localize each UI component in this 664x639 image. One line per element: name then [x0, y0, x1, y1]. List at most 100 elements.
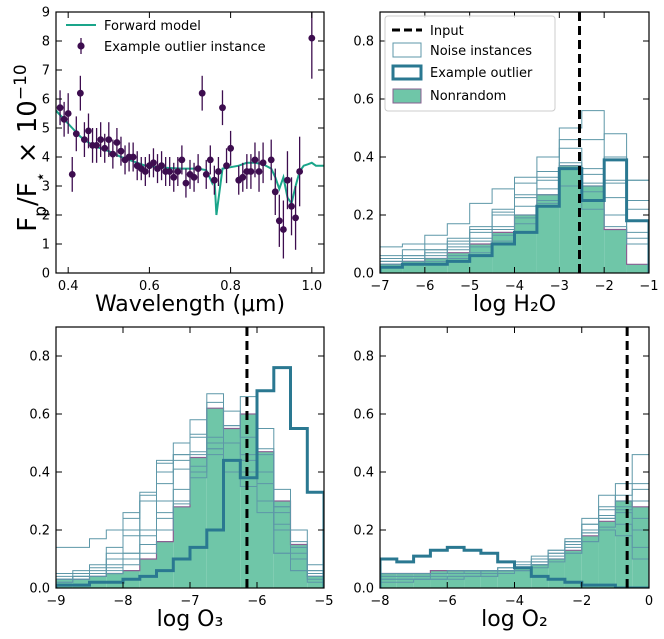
nonrandom-bar: [206, 408, 224, 588]
nonrandom-bar: [581, 186, 605, 273]
nonrandom-bar: [514, 567, 532, 588]
outlier-point: [141, 168, 149, 175]
panel2-xtick-label: −7: [370, 279, 389, 294]
nonrandom-bar: [380, 573, 397, 588]
panel1-axes: 0.4 0.6 0.8 1.0 0 1 2 3 4 5 6 7 8 9 Wavelength (μm) For…: [42, 6, 325, 317]
panel1-ytick-label: 8: [42, 35, 50, 50]
panel4-xtick-label: −6: [438, 594, 457, 609]
panel4-ytick-label: 0.4: [353, 466, 374, 481]
panel4-xtick-label: −4: [505, 594, 524, 609]
outlier-point: [267, 156, 275, 164]
legend-noise-label: Noise instances: [430, 44, 532, 59]
panel1-ytick-label: 4: [42, 151, 50, 166]
noise-instance-hist: [380, 133, 649, 273]
panel1-xtick-label: 0.8: [220, 279, 241, 294]
outlier-point: [194, 165, 202, 173]
panel1-xlabel: Wavelength (μm): [95, 292, 285, 317]
panel4-xtick-label: 0: [645, 594, 653, 609]
panel2-legend-box: [384, 15, 556, 112]
panel1-xtick-label: 0.4: [58, 279, 79, 294]
nonrandom-bar: [402, 261, 425, 273]
panel3-xtick-label: −6: [247, 594, 266, 609]
panel2-xtick-label: −5: [460, 279, 479, 294]
panel1-ylabel: Fp/F⋆ × 10−10: [11, 64, 51, 231]
panel2-axes: −7 −6 −5 −4 −3 −2 −1 0.0 0.2 0.4 0.6 0.8 log H₂O Inpu…: [353, 11, 659, 317]
outlier-point: [174, 168, 182, 175]
outlier-point: [215, 168, 222, 175]
outlier-point: [227, 144, 235, 152]
panel2-plot: [380, 12, 649, 273]
outlier-point: [93, 142, 101, 149]
panel2-ytick-label: 0.6: [353, 93, 374, 108]
panel1-ytick-label: 6: [42, 93, 50, 108]
outlier-point: [202, 171, 210, 178]
panel2-xtick-label: −3: [550, 279, 569, 294]
outlier-point: [239, 173, 247, 181]
panel1-ytick-label: 2: [42, 209, 50, 224]
outlier-point: [206, 156, 214, 164]
outlier-point: [76, 89, 84, 97]
outlier-point: [56, 104, 64, 112]
example-outlier-hist: [56, 366, 324, 588]
outlier-points: [56, 12, 316, 259]
panel3-plot: [56, 327, 324, 588]
legend-outlier-label: Example outlier instance: [104, 40, 266, 55]
outlier-point: [113, 139, 121, 146]
nonrandom-bar: [396, 573, 414, 588]
panel3-ytick-label: 0.4: [29, 466, 50, 481]
outlier-point: [255, 168, 263, 175]
nonrandom-bar: [190, 457, 207, 588]
outlier-point: [219, 104, 226, 112]
panel2-xtick-label: −1: [639, 279, 658, 294]
panel4-xlabel: log O₂: [481, 607, 548, 632]
outlier-point: [198, 89, 206, 97]
outlier-point: [223, 162, 230, 170]
panel4-ytick-label: 0.6: [353, 408, 374, 423]
outlier-point: [284, 176, 291, 184]
outlier-point: [190, 173, 198, 181]
outlier-point: [101, 144, 109, 152]
outlier-point: [178, 156, 186, 164]
legend-nonrandom-label: Nonrandom: [430, 89, 506, 104]
panel3-xtick-label: −7: [180, 594, 199, 609]
legend-example-outlier-swatch: [391, 64, 423, 81]
panel3-xtick-label: −8: [113, 594, 132, 609]
example-outlier-hist: [380, 158, 649, 273]
outlier-point: [166, 168, 174, 175]
noise-instance-hist: [380, 185, 649, 273]
legend-nonrandom-swatch: [392, 88, 422, 104]
panel2-legend: Input Noise instances Example outlier Nonra…: [384, 15, 556, 112]
legend-forward-model-label: Forward model: [104, 19, 201, 34]
panel4-plot: [380, 327, 649, 588]
nonrandom-bar: [497, 570, 515, 588]
outlier-point: [60, 115, 68, 123]
nonrandom-bar: [139, 559, 157, 588]
outlier-point: [296, 168, 304, 175]
outlier-point: [129, 153, 137, 161]
outlier-point: [288, 202, 295, 210]
outlier-point: [308, 34, 316, 42]
panel1-xtick-label: 1.0: [301, 279, 322, 294]
legend-outlier-swatch: [77, 42, 85, 50]
nonrandom-bar: [626, 264, 649, 273]
panel1-ytick-label: 7: [42, 64, 50, 79]
noise-instance-hist: [56, 436, 324, 588]
legend-example-outlier-label: Example outlier: [430, 66, 533, 81]
panel1-ytick-label: 5: [42, 122, 50, 137]
outlier-point: [105, 136, 113, 144]
legend-input-label: Input: [430, 24, 464, 39]
panel2-xtick-label: −6: [415, 279, 434, 294]
outlier-point: [85, 127, 92, 135]
panel2-ytick-label: 0.4: [353, 151, 374, 166]
panel1-ytick-label: 3: [42, 180, 50, 195]
panel4-axes: −8 −6 −4 −2 0 0.0 0.2 0.4 0.6 0.8 log O₂: [353, 326, 653, 632]
nonrandom-bar: [290, 544, 308, 588]
outlier-point: [292, 214, 299, 222]
outlier-point: [150, 159, 157, 167]
panel2-ytick-label: 0.8: [353, 35, 374, 50]
outlier-point: [271, 188, 279, 196]
outlier-point: [68, 171, 76, 178]
panel2-xlabel: log H₂O: [473, 292, 556, 317]
nonrandom-bar: [559, 165, 582, 273]
